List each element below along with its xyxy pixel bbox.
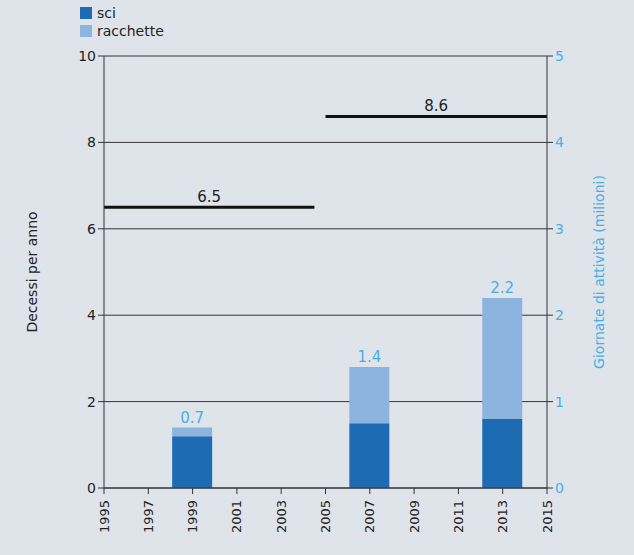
svg-text:1: 1: [555, 394, 564, 410]
svg-text:2015: 2015: [540, 500, 555, 533]
svg-text:2011: 2011: [451, 500, 466, 533]
svg-text:2.2: 2.2: [490, 279, 514, 297]
html-text:racchette: racchette: [97, 23, 164, 39]
svg-text:Giornate di attività (milioni): Giornate di attività (milioni): [591, 175, 607, 369]
svg-text:2005: 2005: [318, 500, 333, 533]
svg-text:2007: 2007: [362, 500, 377, 533]
svg-text:2013: 2013: [495, 500, 510, 533]
svg-text:4: 4: [87, 307, 96, 323]
svg-text:10: 10: [78, 48, 96, 64]
svg-text:4: 4: [555, 134, 564, 150]
svg-text:3: 3: [555, 221, 564, 237]
svg-text:2003: 2003: [274, 500, 289, 533]
svg-text:0: 0: [87, 480, 96, 496]
svg-text:5: 5: [555, 48, 564, 64]
svg-text:8.6: 8.6: [424, 97, 448, 115]
svg-text:6.5: 6.5: [197, 188, 221, 206]
svg-text:2: 2: [555, 307, 564, 323]
svg-text:6: 6: [87, 221, 96, 237]
svg-text:8: 8: [87, 134, 96, 150]
svg-text:0.7: 0.7: [180, 409, 204, 427]
svg-text:Decessi per anno: Decessi per anno: [24, 211, 40, 332]
svg-text:1995: 1995: [97, 500, 112, 533]
svg-text:2: 2: [87, 394, 96, 410]
html-text:sci: sci: [97, 5, 116, 21]
svg-text:1.4: 1.4: [357, 348, 381, 366]
svg-text:1997: 1997: [141, 500, 156, 533]
svg-text:0: 0: [555, 480, 564, 496]
svg-text:1999: 1999: [185, 500, 200, 533]
svg-text:2001: 2001: [229, 500, 244, 533]
svg-text:2009: 2009: [407, 500, 422, 533]
